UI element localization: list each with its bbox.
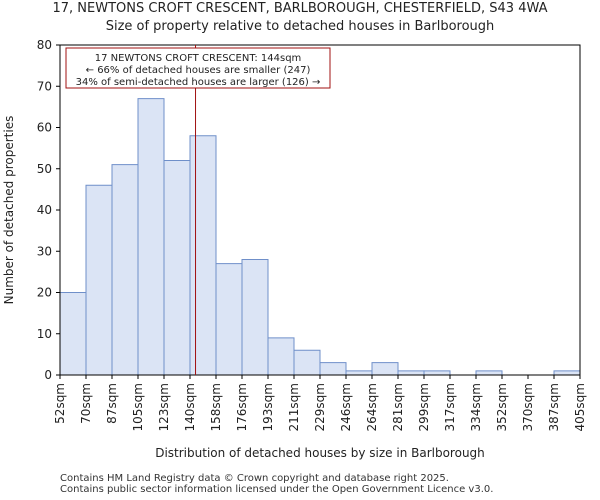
x-tick-label: 123sqm bbox=[157, 383, 171, 431]
histogram-bar bbox=[85, 184, 113, 376]
y-tick-label: 10 bbox=[37, 327, 52, 341]
x-tick-label: 176sqm bbox=[235, 383, 249, 431]
x-tick-label: 264sqm bbox=[365, 383, 379, 431]
histogram-bar bbox=[423, 370, 451, 376]
x-tick-label: 140sqm bbox=[183, 383, 197, 431]
x-tick-label: 299sqm bbox=[417, 383, 431, 431]
histogram-bar bbox=[371, 362, 399, 376]
x-tick-label: 405sqm bbox=[573, 383, 587, 431]
histogram-bar bbox=[189, 135, 217, 376]
histogram-bar bbox=[345, 370, 373, 376]
x-tick-label: 352sqm bbox=[495, 383, 509, 431]
x-tick-label: 70sqm bbox=[79, 383, 93, 424]
x-tick-label: 105sqm bbox=[131, 383, 145, 431]
x-tick-label: 246sqm bbox=[339, 383, 353, 431]
x-tick-label: 87sqm bbox=[105, 383, 119, 424]
y-tick-label: 60 bbox=[37, 121, 52, 135]
histogram-bar bbox=[59, 292, 87, 376]
x-tick-label: 229sqm bbox=[313, 383, 327, 431]
histogram-chart: 0 10 20 30 40 50 60 70 80 52sqm 70sqm 87sqm 105sqm 12… bbox=[2, 38, 587, 460]
histogram-bar bbox=[111, 164, 139, 376]
y-tick-label: 70 bbox=[37, 79, 52, 93]
annotation-line2: ← 66% of detached houses are smaller (24… bbox=[86, 65, 311, 76]
annotation-line1: 17 NEWTONS CROFT CRESCENT: 144sqm bbox=[95, 53, 302, 64]
y-tick-label: 50 bbox=[37, 162, 52, 176]
histogram-bar bbox=[215, 263, 243, 376]
histogram-bar bbox=[397, 370, 425, 376]
histogram-bar bbox=[319, 362, 347, 376]
x-tick-label: 334sqm bbox=[469, 383, 483, 431]
y-tick-label: 30 bbox=[37, 244, 52, 258]
histogram-bar bbox=[267, 337, 295, 376]
y-tick-label: 0 bbox=[44, 368, 52, 382]
annotation-box: 17 NEWTONS CROFT CRESCENT: 144sqm ← 66% … bbox=[65, 47, 331, 89]
histogram-bar bbox=[553, 370, 581, 376]
x-tick-label: 317sqm bbox=[443, 383, 457, 431]
x-axis-label: Distribution of detached houses by size … bbox=[155, 446, 485, 460]
x-tick-label: 52sqm bbox=[53, 383, 67, 424]
x-tick-label: 193sqm bbox=[261, 383, 275, 431]
footer-line2: Contains public sector information licen… bbox=[60, 484, 494, 495]
footer-line1: Contains HM Land Registry data © Crown c… bbox=[60, 473, 449, 484]
histogram-bar bbox=[293, 349, 321, 376]
y-tick-label: 80 bbox=[37, 38, 52, 52]
x-tick-label: 158sqm bbox=[209, 383, 223, 431]
y-tick-label: 20 bbox=[37, 286, 52, 300]
histogram-bar bbox=[137, 98, 165, 376]
y-tick-label: 40 bbox=[37, 203, 52, 217]
y-axis-label: Number of detached properties bbox=[2, 116, 16, 305]
histogram-bar bbox=[163, 160, 191, 376]
histogram-bar bbox=[241, 259, 269, 376]
chart-title-line2: Size of property relative to detached ho… bbox=[105, 19, 495, 34]
x-tick-label: 387sqm bbox=[547, 383, 561, 431]
chart-title-line1: 17, NEWTONS CROFT CRESCENT, BARLBOROUGH,… bbox=[52, 1, 548, 16]
histogram-bar bbox=[475, 370, 503, 376]
x-tick-label: 370sqm bbox=[521, 383, 535, 431]
x-tick-label: 281sqm bbox=[391, 383, 405, 431]
annotation-line3: 34% of semi-detached houses are larger (… bbox=[76, 77, 321, 88]
x-tick-label: 211sqm bbox=[287, 383, 301, 431]
